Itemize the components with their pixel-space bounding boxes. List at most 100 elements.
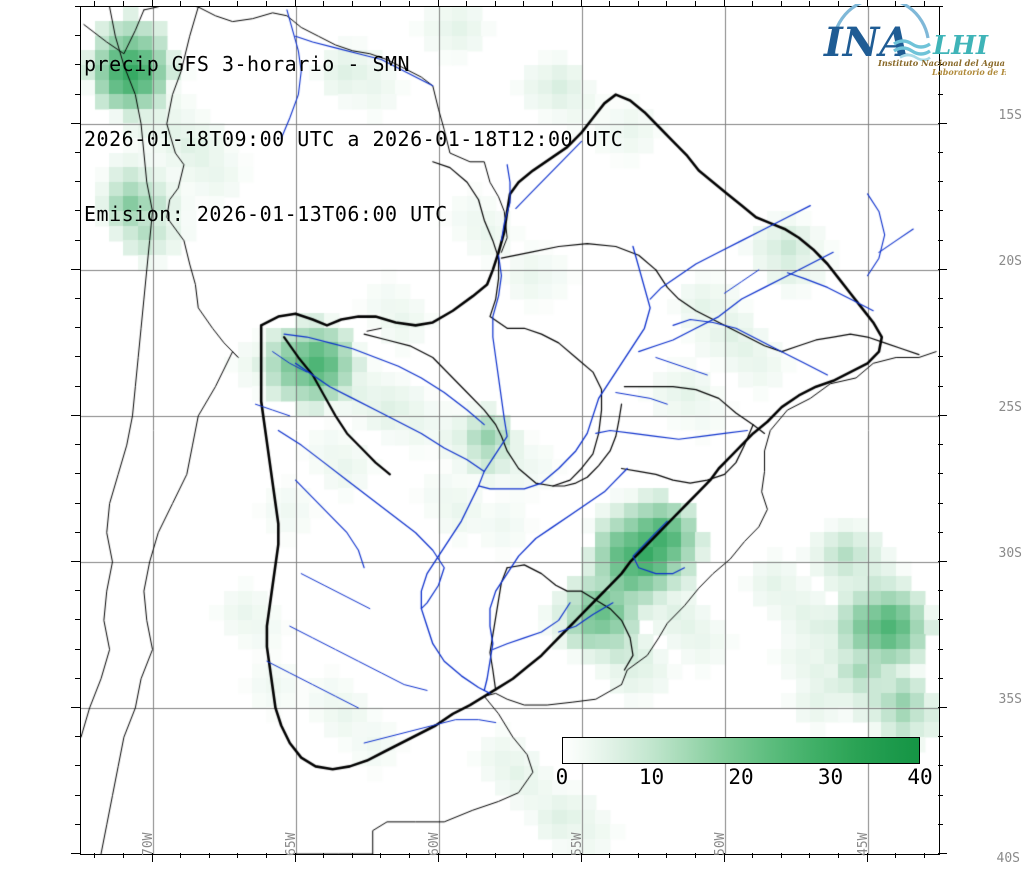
tick-right: [938, 794, 943, 796]
tick-left: [75, 619, 80, 621]
tick-top: [666, 1, 668, 6]
tick-left: [75, 590, 80, 592]
tick-top: [551, 1, 553, 6]
tick-top: [723, 0, 725, 6]
tick-left: [71, 706, 80, 708]
logo-ina-subtitle: Instituto Nacional del Agua: [877, 58, 1005, 68]
tick-top: [637, 1, 639, 6]
tick-right: [938, 239, 943, 241]
tick-right: [938, 385, 943, 387]
tick-left: [75, 239, 80, 241]
tick-left: [71, 560, 80, 562]
tick-left: [71, 853, 80, 854]
lat-label-15S: 15S: [998, 107, 1022, 123]
tick-right: [938, 648, 943, 650]
tick-top: [466, 1, 468, 6]
tick-left: [75, 298, 80, 300]
tick-bottom: [265, 853, 267, 858]
tick-right: [938, 853, 947, 854]
lon-label-45W: 45W: [855, 832, 871, 856]
tick-top: [323, 1, 325, 6]
map-plot-area: [80, 6, 940, 855]
tick-top: [780, 1, 782, 6]
tick-right: [938, 327, 943, 329]
lat-label-20S: 20S: [998, 253, 1022, 269]
tick-left: [75, 736, 80, 738]
tick-right: [938, 765, 943, 767]
tick-right: [938, 298, 943, 300]
lat-label-35S: 35S: [998, 691, 1022, 707]
tick-left: [75, 210, 80, 212]
colorbar-tick-0: 0: [555, 765, 569, 789]
tick-top: [437, 0, 439, 6]
tick-right: [938, 6, 943, 7]
tick-left: [75, 794, 80, 796]
colorbar-tick-labels: 0 10 20 30 40: [556, 764, 933, 789]
tick-left: [71, 268, 80, 270]
tick-right: [938, 210, 943, 212]
tick-right: [938, 473, 943, 475]
tick-bottom: [94, 853, 96, 858]
lon-label-50W: 50W: [712, 832, 728, 856]
tick-top: [208, 1, 210, 6]
tick-bottom: [923, 853, 925, 858]
logo-arc-icon: [831, 0, 930, 55]
tick-right: [938, 531, 943, 533]
colorbar-tick-20: 20: [728, 765, 754, 789]
tick-bottom: [466, 853, 468, 858]
tick-left: [75, 327, 80, 329]
tick-top: [265, 1, 267, 6]
lat-label-30S: 30S: [998, 545, 1022, 561]
tick-right: [938, 64, 943, 66]
tick-bottom: [895, 853, 897, 858]
colorbar-tick-30: 30: [817, 765, 844, 789]
tick-right: [938, 706, 947, 708]
tick-right: [938, 268, 947, 270]
colorbar-gradient: [562, 737, 920, 764]
tick-top: [294, 0, 296, 6]
logo-svg: INA LHI Instituto Nacional del Agua Labo…: [823, 0, 1024, 77]
tick-bottom: [408, 853, 410, 858]
tick-top: [494, 1, 496, 6]
tick-top: [809, 1, 811, 6]
tick-left: [75, 93, 80, 95]
lat-label-25S: 25S: [998, 399, 1022, 415]
tick-top: [580, 0, 582, 6]
tick-right: [938, 736, 943, 738]
colorbar-tick-10: 10: [638, 765, 665, 789]
tick-top: [351, 1, 353, 6]
tick-bottom: [494, 853, 496, 858]
tick-top: [866, 0, 868, 6]
logo-lhi-text: LHI: [932, 31, 989, 61]
colorbar: 0 10 20 30 40: [556, 737, 933, 789]
tick-right: [938, 356, 943, 358]
ina-lhi-logo: INA LHI Instituto Nacional del Agua Labo…: [820, 0, 1024, 78]
tick-top: [752, 1, 754, 6]
tick-right: [938, 619, 943, 621]
tick-bottom: [694, 853, 696, 858]
tick-bottom: [323, 853, 325, 858]
tick-bottom: [237, 853, 239, 858]
tick-top: [609, 1, 611, 6]
tick-bottom: [551, 853, 553, 858]
tick-left: [75, 677, 80, 679]
colorbar-tick-40: 40: [907, 765, 933, 789]
tick-top: [180, 1, 182, 6]
tick-right: [938, 502, 943, 504]
tick-bottom: [609, 853, 611, 858]
tick-left: [75, 473, 80, 475]
tick-left: [71, 414, 80, 416]
tick-bottom: [351, 853, 353, 858]
tick-bottom: [122, 853, 124, 858]
tick-left: [75, 444, 80, 446]
lon-label-60W: 60W: [426, 832, 442, 856]
tick-top: [923, 1, 925, 6]
tick-bottom: [837, 853, 839, 858]
tick-left: [75, 502, 80, 504]
tick-left: [75, 823, 80, 825]
tick-top: [895, 1, 897, 6]
tick-bottom: [866, 853, 868, 862]
tick-bottom: [380, 853, 382, 858]
tick-right: [938, 444, 943, 446]
